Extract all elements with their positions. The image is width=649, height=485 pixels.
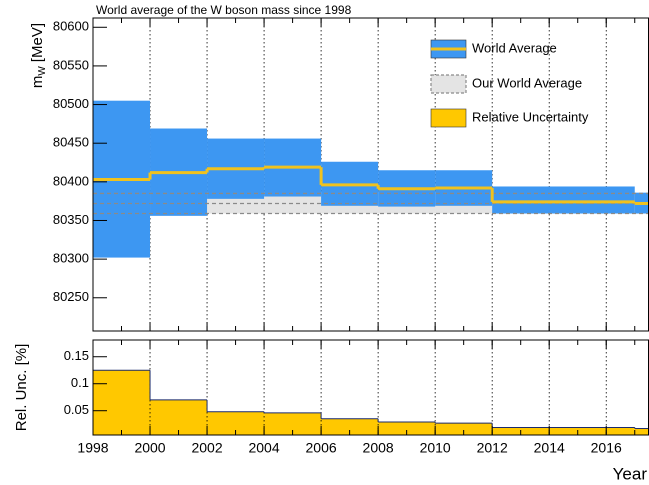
bar xyxy=(634,428,649,435)
y-tick-label: 80350 xyxy=(53,212,89,227)
y-tick-label: 80500 xyxy=(53,96,89,111)
y-axis-label: Rel. Unc. [%] xyxy=(13,344,30,432)
bar xyxy=(321,418,379,435)
y-tick-label: 80300 xyxy=(53,251,89,266)
bar xyxy=(378,422,436,435)
bar xyxy=(435,423,493,435)
x-tick-label: 2016 xyxy=(591,440,622,456)
bar xyxy=(93,370,151,435)
legend-label: Our World Average xyxy=(472,75,582,90)
y-axis-label-unit: [MeV] xyxy=(29,23,46,62)
bar xyxy=(492,427,635,435)
x-tick-label: 2004 xyxy=(248,440,279,456)
x-tick-label: 2012 xyxy=(477,440,508,456)
y-tick-label: 0.05 xyxy=(64,402,89,417)
bar xyxy=(150,399,208,435)
y-tick-label: 80550 xyxy=(53,57,89,72)
x-tick-label: 2000 xyxy=(134,440,165,456)
y-tick-label: 80450 xyxy=(53,135,89,150)
x-tick-label: 2014 xyxy=(534,440,565,456)
y-tick-label: 80400 xyxy=(53,173,89,188)
chart-title: World average of the W boson mass since … xyxy=(96,3,352,17)
y-tick-label: 0.15 xyxy=(64,348,89,363)
bar xyxy=(207,411,265,435)
y-axis-label-subscript: W xyxy=(37,66,48,76)
y-tick-label: 80600 xyxy=(53,19,89,34)
y-tick-label: 80250 xyxy=(53,289,89,304)
x-tick-label: 2006 xyxy=(306,440,337,456)
legend-swatch xyxy=(430,108,467,128)
uncertainty-band xyxy=(492,186,635,214)
x-tick-label: 2002 xyxy=(191,440,222,456)
x-axis-label: Year xyxy=(613,464,648,483)
legend-swatch xyxy=(430,74,467,94)
x-tick-label: 1998 xyxy=(77,440,108,456)
bar xyxy=(264,412,322,435)
x-tick-label: 2010 xyxy=(420,440,451,456)
y-axis-label-symbol: m xyxy=(29,76,46,89)
y-tick-label: 0.1 xyxy=(71,375,89,390)
x-tick-label: 2008 xyxy=(363,440,394,456)
legend-label: Relative Uncertainty xyxy=(472,109,589,124)
legend-label: World Average xyxy=(472,40,557,55)
y-axis-label: mW [MeV] xyxy=(29,23,48,88)
